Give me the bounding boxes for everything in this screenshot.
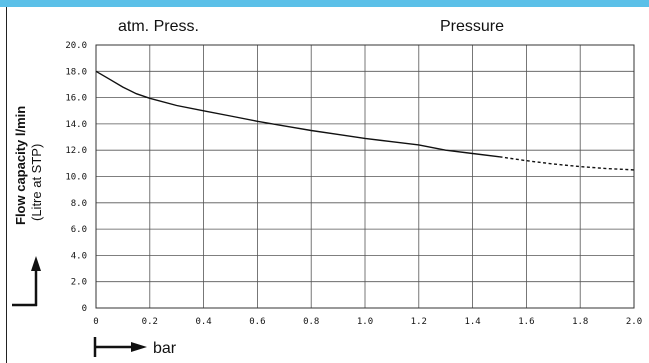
series-line-solid [95, 70, 500, 158]
grid-lines [95, 44, 635, 309]
y-tick-label: 6.0 [71, 225, 87, 235]
x-tick-label: 1.4 [464, 317, 480, 327]
x-tick-label: 1.2 [411, 317, 427, 327]
x-tick-labels: 0 0.2 0.4 0.6 0.8 1.0 1.2 1.4 1.6 1.8 2.0 [93, 317, 642, 327]
x-tick-label: 0.4 [195, 317, 211, 327]
plot-frame [95, 44, 635, 309]
y-tick-label: 8.0 [71, 199, 87, 209]
x-axis-arrow [93, 337, 147, 357]
y-tick-label: 12.0 [65, 146, 87, 156]
y-tick-label: 14.0 [65, 120, 87, 130]
y-axis-title: Flow capacity l/min (Litre at STP) [13, 106, 44, 225]
x-tick-label: 1.0 [357, 317, 373, 327]
x-tick-label: 0.8 [303, 317, 319, 327]
y-axis-arrow [12, 256, 41, 307]
x-tick-label: 1.6 [518, 317, 534, 327]
x-tick-label: 0 [93, 317, 98, 327]
x-tick-label: 0.2 [142, 317, 158, 327]
x-tick-label: 0.6 [249, 317, 265, 327]
y-axis-label: Flow capacity l/min [13, 106, 28, 225]
y-tick-label: 18.0 [65, 67, 87, 77]
y-tick-label: 16.0 [65, 94, 87, 104]
top-accent-bar [0, 0, 649, 7]
data-series [95, 70, 635, 171]
left-border-rule [6, 7, 7, 363]
x-tick-label: 2.0 [626, 317, 642, 327]
y-axis-sublabel: (Litre at STP) [29, 144, 44, 221]
series-line-dashed [499, 156, 635, 171]
x-tick-label: 1.8 [572, 317, 588, 327]
y-tick-label: 0 [82, 304, 87, 314]
header-atm-press: atm. Press. [118, 18, 199, 35]
y-tick-label: 2.0 [71, 278, 87, 288]
y-tick-label: 10.0 [65, 173, 87, 183]
y-tick-label: 20.0 [65, 41, 87, 51]
x-axis-label: bar [153, 340, 177, 357]
y-tick-labels: 0 2.0 4.0 6.0 8.0 10.0 12.0 14.0 16.0 18.0 20.0 [65, 41, 87, 314]
y-tick-label: 4.0 [71, 251, 87, 261]
header-pressure: Pressure [440, 18, 504, 35]
